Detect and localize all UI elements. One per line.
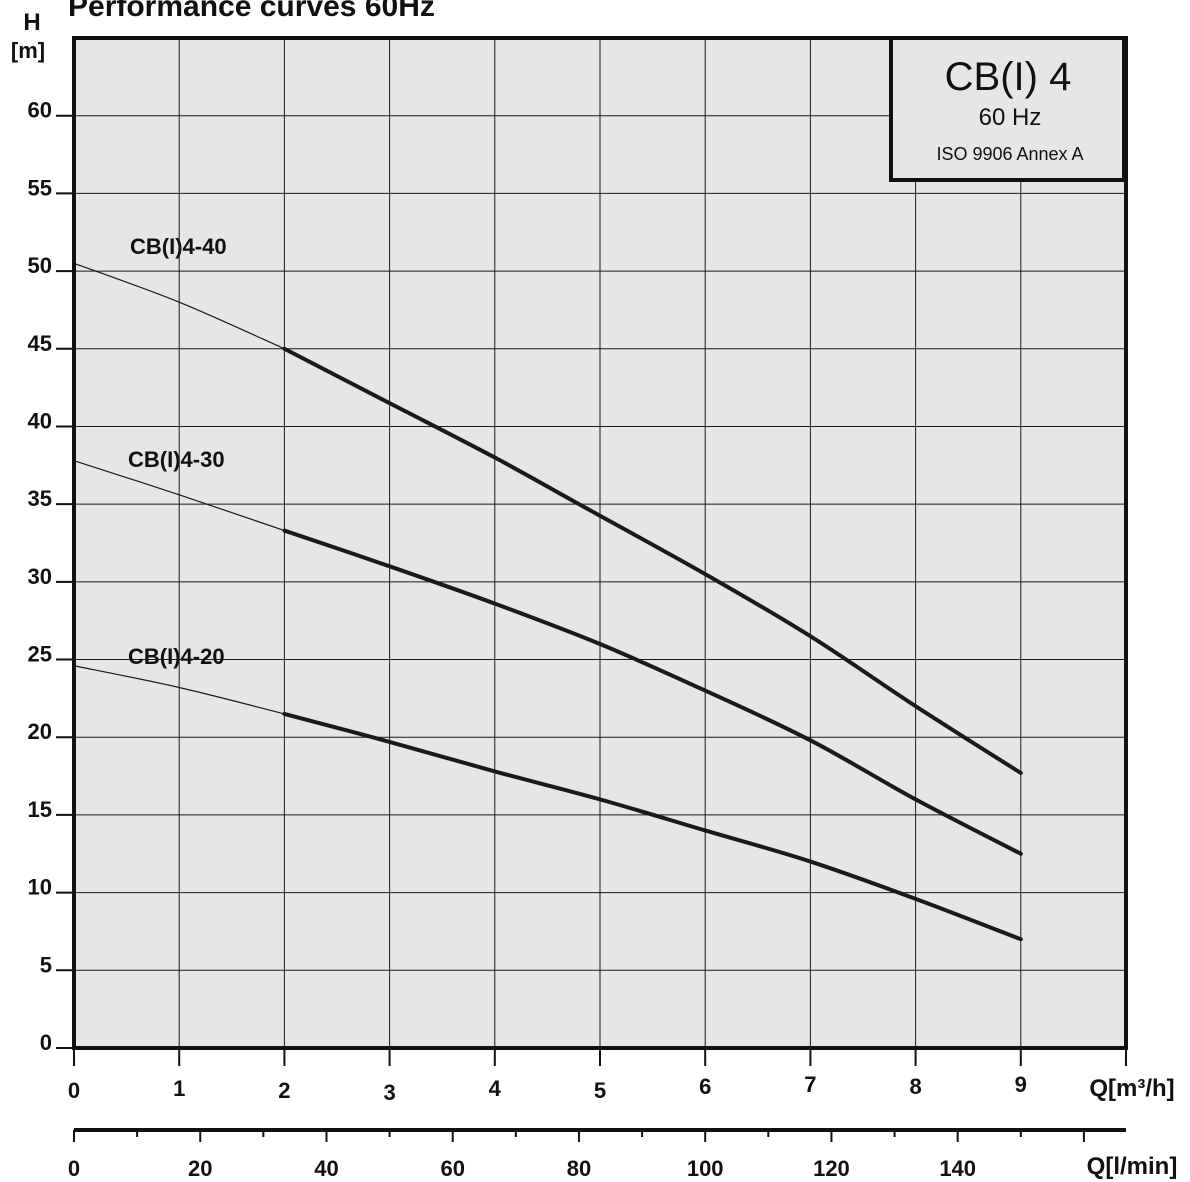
secondary-tick-label: 0 <box>68 1156 80 1181</box>
info-box-frequency: 60 Hz <box>979 104 1042 131</box>
x-tick-label: 0 <box>68 1078 80 1103</box>
x-tick-label: 3 <box>383 1080 395 1105</box>
info-box-model: CB(I) 4 <box>945 55 1072 99</box>
plot-frame <box>72 36 1128 1050</box>
secondary-tick-label: 20 <box>188 1156 212 1181</box>
y-axis: 0 5 10 15 20 25 30 35 40 45 50 55 60 <box>28 98 74 1055</box>
y-tick-label: 55 <box>28 175 52 200</box>
secondary-tick-label: 100 <box>687 1156 724 1181</box>
curve-cb-i-4-20-thick <box>282 711 1023 942</box>
curve-cb-i-4-40-thick <box>282 346 1023 775</box>
secondary-tick-label: 40 <box>314 1156 338 1181</box>
grid <box>74 38 1126 1048</box>
x-tick-label: 1 <box>173 1076 185 1101</box>
curve-cb-i-4-40-thin <box>73 262 285 350</box>
y-tick-label: 45 <box>28 331 52 356</box>
x-axis-label-secondary: Q[l/min] <box>1087 1153 1178 1180</box>
y-tick-label: 5 <box>40 952 52 977</box>
y-tick-label: 10 <box>28 875 52 900</box>
x-tick-label: 2 <box>278 1078 290 1103</box>
y-tick-label: 50 <box>28 253 52 278</box>
x-tick-label: 4 <box>489 1076 502 1101</box>
x-tick-label: 8 <box>909 1074 921 1099</box>
x-axis-primary: 0 1 2 3 4 5 6 7 8 9 <box>68 1048 1127 1105</box>
y-axis-unit-bottom: [m] <box>11 38 45 63</box>
info-box: CB(I) 4 60 Hz ISO 9906 Annex A <box>889 36 1126 182</box>
x-axis-secondary: 0 20 40 60 80 100 120 140 <box>68 1128 1126 1181</box>
y-tick-label: 25 <box>28 642 52 667</box>
curve-cb-i-4-30-thin <box>73 460 285 532</box>
y-tick-label: 15 <box>28 797 52 822</box>
y-tick-label: 0 <box>40 1030 52 1055</box>
series-label: CB(I)4-40 <box>130 234 227 259</box>
series-label: CB(I)4-30 <box>128 447 225 472</box>
y-tick-label: 40 <box>28 408 52 433</box>
y-tick-label: 35 <box>28 486 52 511</box>
y-axis-unit-top: H <box>23 9 40 36</box>
x-axis-label-primary: Q[m³/h] <box>1089 1075 1174 1102</box>
series-label: CB(I)4-20 <box>128 644 225 669</box>
secondary-tick-label: 80 <box>567 1156 591 1181</box>
curve-cb-i-4-20-thin <box>73 665 285 715</box>
x-tick-label: 5 <box>594 1078 606 1103</box>
secondary-tick-label: 60 <box>440 1156 464 1181</box>
x-tick-label: 7 <box>804 1072 816 1097</box>
curve-cb-i-4-30-thick <box>282 528 1023 856</box>
x-tick-label: 6 <box>699 1074 711 1099</box>
secondary-tick-label: 140 <box>939 1156 976 1181</box>
y-tick-label: 20 <box>28 719 52 744</box>
series-group: CB(I)4-40 CB(I)4-30 CB(I)4-20 <box>73 234 1023 942</box>
page-title: Performance curves 60Hz <box>68 0 435 23</box>
y-tick-label: 60 <box>28 98 52 123</box>
y-tick-label: 30 <box>28 564 52 589</box>
info-box-standard: ISO 9906 Annex A <box>936 144 1083 164</box>
x-tick-label: 9 <box>1015 1072 1027 1097</box>
secondary-tick-label: 120 <box>813 1156 850 1181</box>
